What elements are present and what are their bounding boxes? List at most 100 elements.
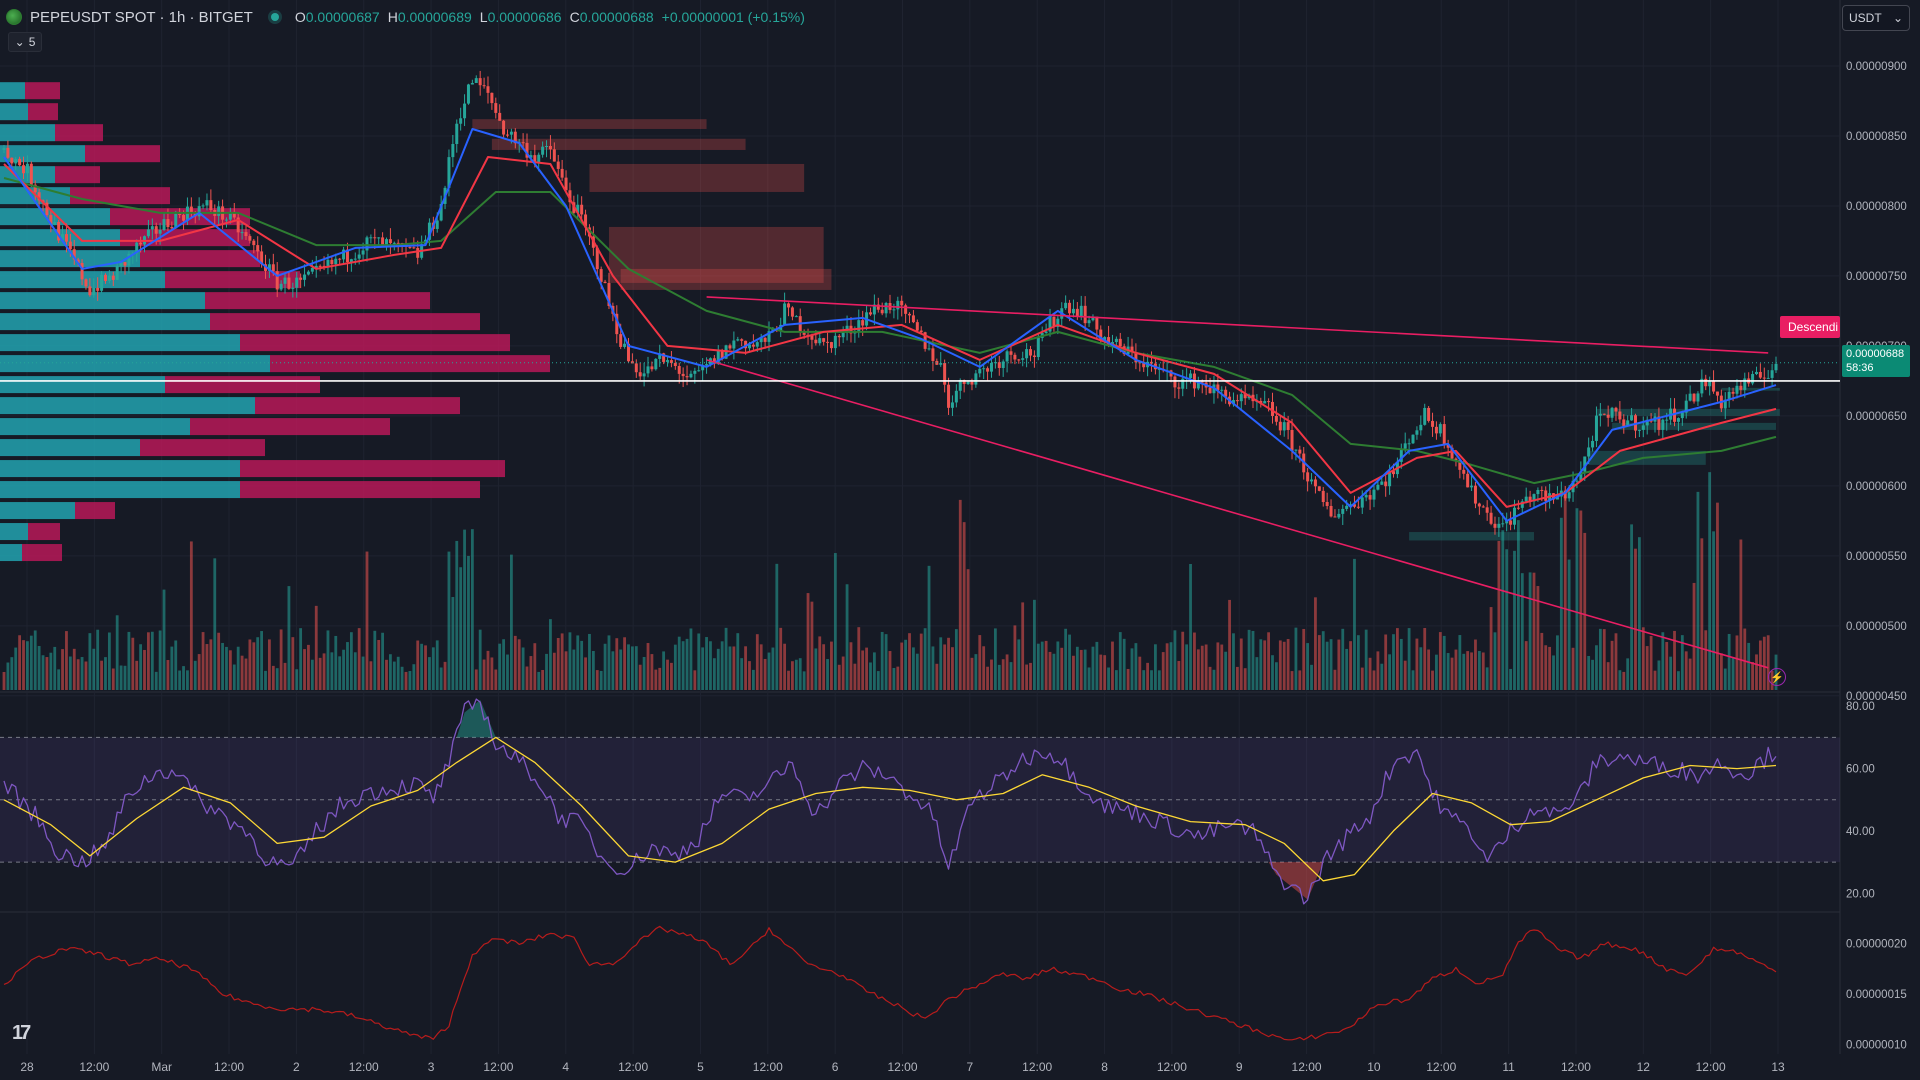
candle-body bbox=[474, 78, 478, 84]
volume-bar bbox=[1688, 658, 1692, 690]
candle-body bbox=[1431, 420, 1435, 427]
tradingview-logo-icon[interactable]: 17 bbox=[12, 1022, 31, 1044]
volume-bar bbox=[1150, 670, 1153, 690]
indicators-collapse-button[interactable]: ⌄ 5 bbox=[8, 32, 42, 52]
volume-bar bbox=[1388, 654, 1391, 690]
volume-bar bbox=[49, 652, 53, 690]
time-axis[interactable]: 28 12:00 Mar 12:00 2 12:00 3 12:00 4 12:00 5 12:00 6… bbox=[20, 1060, 1785, 1074]
atr-pane bbox=[3, 925, 1777, 1041]
volume-bar bbox=[556, 638, 560, 690]
candle-body bbox=[1134, 352, 1138, 363]
lightning-icon[interactable]: ⚡ bbox=[1768, 668, 1786, 686]
atr-tick-label: 0.00000020 bbox=[1846, 939, 1907, 951]
volume-bar bbox=[1029, 662, 1032, 690]
candle-body bbox=[1130, 346, 1134, 353]
volume-bar bbox=[213, 558, 217, 690]
candle-body bbox=[1267, 401, 1271, 403]
volume-bar bbox=[712, 658, 716, 690]
candle-body bbox=[345, 249, 349, 263]
volume-bar bbox=[1645, 646, 1649, 690]
volume-bar bbox=[1497, 540, 1501, 690]
volume-bar bbox=[1255, 657, 1259, 690]
candle-body bbox=[217, 206, 221, 216]
candle-body bbox=[279, 283, 283, 290]
volume-profile-up bbox=[0, 145, 85, 163]
volume-bar bbox=[1275, 662, 1278, 690]
volume-bar bbox=[318, 657, 322, 690]
volume-bar bbox=[1567, 559, 1571, 690]
candle-body bbox=[552, 149, 556, 162]
atr-tick-label: 0.00000015 bbox=[1846, 989, 1907, 1001]
candle-body bbox=[486, 86, 490, 93]
candle-body bbox=[634, 363, 638, 373]
trendlines[interactable] bbox=[0, 296, 1840, 669]
volume-bar bbox=[1118, 632, 1122, 690]
candle-body bbox=[451, 143, 455, 158]
volume-bar bbox=[1540, 632, 1544, 690]
candle-body bbox=[626, 343, 630, 362]
volume-bar bbox=[658, 667, 662, 690]
time-tick-label: 12:00 bbox=[618, 1060, 648, 1074]
zone-box bbox=[608, 226, 824, 283]
candle-body bbox=[310, 267, 314, 272]
candle-body bbox=[1731, 391, 1735, 394]
volume-bar bbox=[1501, 530, 1505, 690]
candle-body bbox=[365, 237, 369, 251]
volume-bar bbox=[1680, 635, 1684, 690]
candle-body bbox=[747, 344, 751, 349]
candle-body bbox=[701, 365, 705, 371]
candle-body bbox=[638, 372, 642, 377]
pepe-coin-icon bbox=[6, 9, 22, 25]
candle-body bbox=[1727, 391, 1731, 400]
volume-bar bbox=[623, 637, 626, 690]
symbol-title[interactable]: PEPEUSDT SPOT · 1h · BITGET bbox=[30, 8, 253, 26]
price-axis[interactable]: 0.00000900 0.00000850 0.00000800 0.00000750… bbox=[1846, 61, 1907, 1051]
volume-bar bbox=[861, 650, 865, 690]
candle-body bbox=[736, 339, 740, 341]
volume-bar bbox=[595, 670, 599, 690]
candle-body bbox=[182, 214, 186, 221]
time-tick-label: 12:00 bbox=[349, 1060, 379, 1074]
volume-bar bbox=[1630, 524, 1633, 690]
volume-bar bbox=[135, 660, 139, 690]
volume-bar bbox=[1427, 649, 1431, 690]
rsi-tick-label: 80.00 bbox=[1846, 701, 1875, 713]
volume-bar bbox=[1056, 641, 1060, 690]
volume-bar bbox=[993, 628, 997, 690]
volume-bar bbox=[1251, 630, 1255, 690]
currency-select[interactable]: USDT ⌄ bbox=[1842, 5, 1910, 31]
candle-body bbox=[1774, 363, 1778, 371]
volume-bar bbox=[1200, 645, 1204, 690]
volume-bar bbox=[1396, 628, 1399, 690]
volume-bar bbox=[1040, 641, 1044, 690]
candle-body bbox=[1071, 308, 1075, 314]
volume-profile-down bbox=[165, 271, 300, 289]
pattern-label[interactable]: Descendi bbox=[1780, 316, 1840, 338]
candle-body bbox=[1481, 506, 1485, 508]
volume-bar bbox=[958, 499, 962, 690]
candle-body bbox=[545, 146, 549, 148]
candle-body bbox=[33, 184, 37, 193]
volume-bar bbox=[709, 641, 712, 690]
volume-bar bbox=[72, 648, 76, 690]
volume-bar bbox=[205, 644, 209, 690]
time-tick-label: 12:00 bbox=[753, 1060, 783, 1074]
candle-body bbox=[123, 262, 127, 266]
volume-bar bbox=[1755, 654, 1758, 690]
candle-body bbox=[482, 85, 486, 87]
candle-body bbox=[1407, 443, 1411, 445]
volume-bar bbox=[1743, 628, 1747, 690]
candle-body bbox=[498, 112, 502, 121]
candle-body bbox=[1333, 516, 1337, 518]
candle-body bbox=[357, 254, 361, 259]
volume-bar bbox=[256, 637, 260, 690]
rsi-pane bbox=[0, 698, 1840, 905]
volume-bar bbox=[482, 659, 486, 690]
volume-bar bbox=[1485, 667, 1489, 690]
time-tick-label: 28 bbox=[20, 1060, 34, 1074]
candle-body bbox=[174, 213, 178, 229]
candle-body bbox=[1243, 394, 1247, 399]
volume-bar bbox=[400, 666, 404, 690]
volume-bar bbox=[642, 656, 646, 690]
